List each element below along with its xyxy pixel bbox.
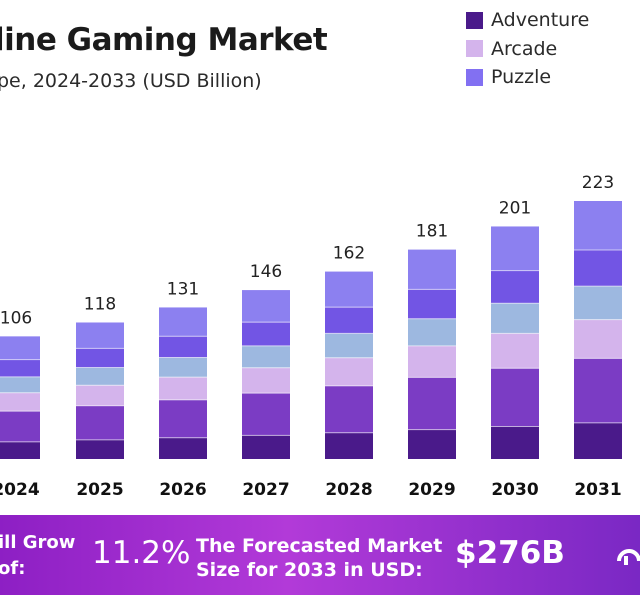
x-tick-label-2028: 2028 (325, 480, 372, 500)
forecast-value: $276B (455, 535, 565, 571)
growth-label-line1: ill Grow (0, 532, 76, 553)
legend-item-puzzle: Puzzle (466, 63, 589, 92)
bar-total-label-2028: 162 (333, 244, 365, 264)
bar-segment-2027-3 (242, 345, 290, 368)
bar-segment-2024-4 (0, 359, 40, 377)
bar-segment-2024-2 (0, 392, 40, 412)
bar-segment-2029-0 (408, 429, 456, 459)
bar-segment-2031-2 (574, 319, 622, 359)
bar-segment-2024-5 (0, 336, 40, 360)
bar-segment-2030-5 (491, 226, 539, 271)
bar-segment-2026-3 (159, 357, 207, 378)
bar-segment-2025-3 (76, 367, 124, 386)
bar-segment-2028-4 (325, 307, 373, 334)
bar-segment-2027-4 (242, 322, 290, 346)
bar-total-label-2031: 223 (582, 173, 614, 193)
x-tick-label-2027: 2027 (242, 480, 289, 500)
bar-total-label-2027: 146 (250, 262, 282, 282)
bar-total-label-2030: 201 (499, 198, 531, 218)
chart-title: line Gaming Market (0, 22, 328, 58)
legend-swatch-puzzle (466, 68, 483, 86)
x-tick-label-2025: 2025 (76, 480, 123, 500)
bar-segment-2027-1 (242, 393, 290, 436)
legend-item-arcade: Arcade (466, 35, 589, 64)
bar-segment-2030-2 (491, 333, 539, 369)
bar-segment-2031-3 (574, 286, 622, 320)
bar-segment-2025-5 (76, 322, 124, 349)
x-tick-label-2026: 2026 (159, 480, 206, 500)
bar-total-label-2026: 131 (167, 279, 199, 299)
bar-segment-2031-4 (574, 250, 622, 287)
bar-segment-2026-5 (159, 307, 207, 337)
legend-item-adventure: Adventure (466, 6, 589, 35)
bar-segment-2028-0 (325, 432, 373, 459)
bar-segment-2026-2 (159, 377, 207, 400)
legend-swatch-adventure (466, 11, 483, 29)
bar-total-label-2029: 181 (416, 222, 448, 242)
bar-segment-2028-2 (325, 357, 373, 386)
bar-total-label-2024: 106 (0, 308, 32, 328)
bar-segment-2025-4 (76, 348, 124, 368)
legend-label-arcade: Arcade (491, 37, 558, 60)
bar-segment-2031-0 (574, 422, 622, 459)
chart-subtitle: pe, 2024-2033 (USD Billion) (0, 70, 262, 92)
market-summary-banner: ill Grow of: 11.2% The Forecasted Market… (0, 515, 640, 595)
bar-segment-2026-4 (159, 336, 207, 358)
cagr-value: 11.2% (92, 535, 191, 571)
bar-segment-2029-3 (408, 318, 456, 346)
bar-segment-2026-0 (159, 437, 207, 459)
forecast-label-line2: Size for 2033 in USD: (196, 559, 423, 581)
legend-label-puzzle: Puzzle (491, 66, 552, 89)
x-tick-label-2030: 2030 (491, 480, 538, 500)
x-tick-label-2031: 2031 (574, 480, 621, 500)
bar-segment-2027-5 (242, 290, 290, 323)
legend-swatch-arcade (466, 40, 483, 58)
bar-segment-2031-5 (574, 201, 622, 251)
bar-segment-2028-5 (325, 271, 373, 308)
bar-segment-2029-2 (408, 345, 456, 378)
bar-segment-2024-3 (0, 376, 40, 393)
bar-segment-2027-0 (242, 435, 290, 459)
brand-logo-icon (617, 549, 640, 565)
x-tick-label-2029: 2029 (408, 480, 455, 500)
legend-label-adventure: Adventure (491, 9, 590, 32)
bar-segment-2024-0 (0, 441, 40, 459)
bar-total-label-2025: 118 (84, 294, 116, 314)
bar-segment-2030-1 (491, 368, 539, 427)
bar-segment-2025-1 (76, 405, 124, 440)
x-tick-label-2024: 2024 (0, 480, 40, 500)
bar-segment-2030-4 (491, 270, 539, 304)
bar-segment-2025-2 (76, 385, 124, 406)
growth-label-line2: of: (0, 558, 26, 579)
bar-segment-2028-3 (325, 333, 373, 358)
bar-segment-2029-1 (408, 377, 456, 430)
bar-segment-2031-1 (574, 358, 622, 423)
bar-segment-2027-2 (242, 367, 290, 394)
bar-segment-2029-4 (408, 289, 456, 319)
bar-segment-2029-5 (408, 249, 456, 290)
bar-segment-2024-1 (0, 411, 40, 442)
bar-segment-2028-1 (325, 385, 373, 433)
forecast-label-line1: The Forecasted Market (196, 535, 443, 557)
bar-segment-2030-3 (491, 303, 539, 334)
bar-segment-2030-0 (491, 426, 539, 459)
bar-segment-2026-1 (159, 399, 207, 438)
chart-legend: Adventure Arcade Puzzle (466, 6, 589, 92)
bar-segment-2025-0 (76, 439, 124, 459)
stacked-bar-chart: 106 2024 118 2025 131 2026 146 2027 162 2028 181 20… (0, 173, 622, 500)
